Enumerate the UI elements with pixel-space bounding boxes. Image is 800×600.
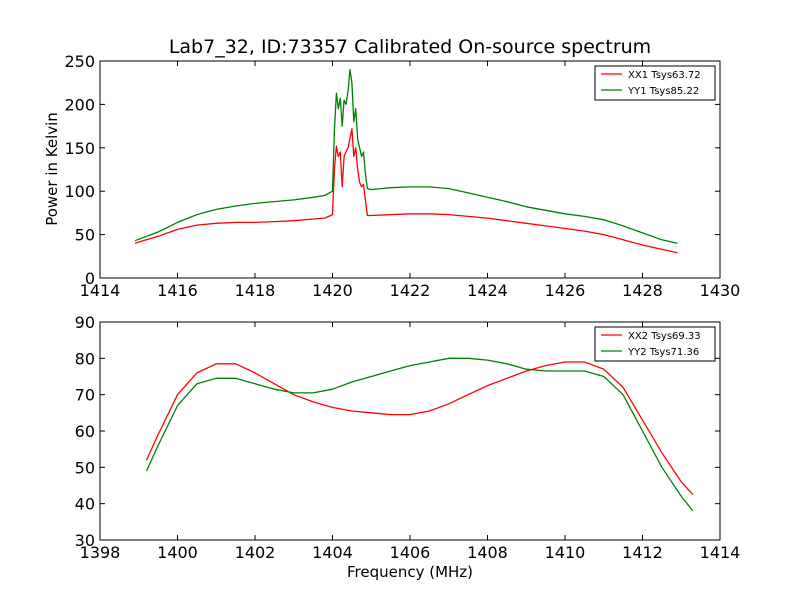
x-tick-label: 1398	[80, 543, 121, 562]
legend-label-xx1: XX1 Tsys63.72	[628, 70, 701, 81]
y-tick-label: 40	[75, 495, 95, 514]
y-tick-label: 50	[75, 226, 95, 245]
y-tick-label: 90	[75, 313, 95, 332]
x-tick-label: 1402	[235, 543, 276, 562]
chart-title: Lab7_32, ID:73357 Calibrated On-source s…	[169, 36, 651, 58]
x-tick-label: 1404	[312, 543, 353, 562]
x-tick-label: 1426	[545, 281, 586, 300]
x-tick-label: 1406	[390, 543, 431, 562]
x-tick-label: 1430	[700, 281, 741, 300]
x-tick-label: 1424	[467, 281, 508, 300]
bottom-x-axis-label: Frequency (MHz)	[347, 563, 473, 581]
y-tick-label: 50	[75, 458, 95, 477]
x-tick-label: 1414	[80, 281, 121, 300]
bottom-series-lines	[145, 357, 694, 512]
y-tick-label: 250	[64, 52, 95, 71]
x-tick-label: 1416	[157, 281, 198, 300]
series-line-yy1	[134, 69, 678, 244]
x-tick-label: 1428	[622, 281, 663, 300]
series-line-yy2	[145, 357, 694, 512]
top-legend-box	[594, 65, 716, 101]
legend-label-xx2: XX2 Tsys69.33	[628, 331, 701, 342]
x-tick-label: 1418	[235, 281, 276, 300]
legend-label-yy2: YY2 Tsys71.36	[627, 347, 699, 358]
top-legend: XX1 Tsys63.72 YY1 Tsys85.22	[594, 65, 716, 101]
x-tick-label: 1408	[467, 543, 508, 562]
bottom-panel: 1398 1400 1402 1404 1406 1408 1410 1412 1414 30 40…	[75, 313, 741, 581]
x-tick-label: 1420	[312, 281, 353, 300]
bottom-legend: XX2 Tsys69.33 YY2 Tsys71.36	[594, 326, 716, 362]
top-panel: 1414 1416 1418 1420 1422 1424 1426 1428 1430 0 50 1…	[43, 52, 740, 300]
y-tick-label: 30	[75, 531, 95, 550]
series-line-xx1	[134, 128, 678, 254]
top-y-axis-label: Power in Kelvin	[43, 112, 61, 226]
top-series-lines	[134, 69, 678, 254]
y-tick-label: 0	[85, 269, 95, 288]
y-tick-label: 70	[75, 386, 95, 405]
top-axis-ticks: 1414 1416 1418 1420 1422 1424 1426 1428 1430 0 50 1…	[64, 52, 740, 300]
x-tick-label: 1414	[700, 543, 741, 562]
x-tick-label: 1412	[622, 543, 663, 562]
y-tick-label: 200	[64, 95, 95, 114]
y-tick-label: 100	[64, 182, 95, 201]
x-tick-label: 1400	[157, 543, 198, 562]
series-line-xx2	[145, 361, 694, 496]
x-tick-label: 1410	[545, 543, 586, 562]
x-tick-label: 1422	[390, 281, 431, 300]
y-tick-label: 150	[64, 139, 95, 158]
y-tick-label: 60	[75, 422, 95, 441]
legend-label-yy1: YY1 Tsys85.22	[627, 86, 699, 97]
bottom-axis-ticks: 1398 1400 1402 1404 1406 1408 1410 1412 1414 30 40…	[75, 313, 741, 562]
y-tick-label: 80	[75, 349, 95, 368]
bottom-legend-box	[594, 326, 716, 362]
